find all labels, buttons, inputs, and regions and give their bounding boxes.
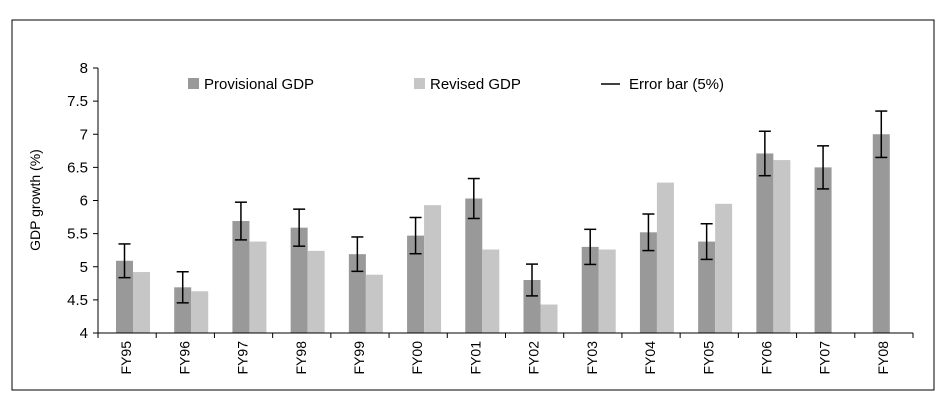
bar-revised (133, 272, 150, 333)
x-axis-ticks: FY95 FY96 FY97 FY98 FY99 FY00 FY01 FY02 FY03 FY04… (97, 333, 914, 375)
x-category-label: FY00 (409, 341, 425, 375)
bar-revised (715, 203, 733, 333)
y-tick-label: 6 (80, 193, 88, 210)
y-tick-label: 5.5 (67, 226, 88, 243)
legend-swatch-revised (414, 78, 425, 89)
bar-revised (424, 205, 442, 333)
bar-revised (307, 250, 325, 333)
y-tick-label: 8 (80, 60, 88, 77)
y-tick-label: 7.5 (67, 93, 88, 110)
x-category-label: FY07 (817, 341, 833, 375)
x-category-label: FY96 (176, 341, 192, 375)
bar-provisional (639, 232, 657, 333)
x-category-label: FY03 (584, 341, 600, 375)
bar-provisional (290, 227, 308, 333)
bar-provisional (872, 134, 890, 333)
y-tick-label: 4.5 (67, 292, 88, 309)
x-category-label: FY01 (467, 341, 483, 375)
x-category-label: FY02 (526, 341, 542, 375)
bar-provisional (581, 246, 599, 333)
x-category-label: FY98 (293, 341, 309, 375)
bar-revised (540, 304, 558, 333)
y-tick-label: 7 (80, 126, 88, 143)
bar-provisional (465, 198, 483, 333)
bar-provisional (116, 260, 133, 333)
x-category-label: FY99 (351, 341, 367, 375)
bar-revised (773, 160, 791, 333)
legend-label-revised: Revised GDP (430, 76, 521, 93)
bar-revised (249, 241, 267, 333)
y-tick-label: 6.5 (67, 159, 88, 176)
x-category-label: FY05 (700, 341, 716, 375)
bar-provisional (348, 254, 366, 333)
bar-provisional (523, 280, 541, 333)
bar-revised (482, 249, 500, 333)
bar-revised (365, 274, 383, 333)
bar-provisional (814, 167, 832, 333)
bar-provisional (756, 153, 774, 333)
legend: Provisional GDP Revised GDP Error bar (5… (188, 76, 724, 93)
bar-revised (598, 249, 616, 333)
bar-provisional (232, 221, 250, 333)
bar-revised (191, 291, 209, 333)
x-category-label: FY06 (758, 341, 774, 375)
bar-provisional (698, 241, 716, 333)
y-tick-label: 5 (80, 259, 88, 276)
legend-swatch-provisional (188, 78, 199, 89)
x-category-label: FY97 (235, 341, 251, 375)
legend-label-provisional: Provisional GDP (204, 76, 314, 93)
bar-revised (656, 182, 674, 333)
legend-label-error-bar: Error bar (5%) (629, 76, 724, 93)
x-category-label: FY08 (875, 341, 891, 375)
y-axis-ticks: 4 4.5 5 5.5 6 6.5 7 7.5 8 (67, 60, 98, 342)
y-axis-title: GDP growth (%) (27, 149, 43, 251)
bar-provisional (174, 287, 192, 333)
y-tick-label: 4 (80, 325, 88, 342)
x-category-label: FY04 (642, 341, 658, 375)
bars-group (116, 134, 890, 333)
error-bars-group (118, 110, 888, 304)
bar-provisional (407, 235, 425, 333)
x-category-label: FY95 (118, 341, 134, 375)
